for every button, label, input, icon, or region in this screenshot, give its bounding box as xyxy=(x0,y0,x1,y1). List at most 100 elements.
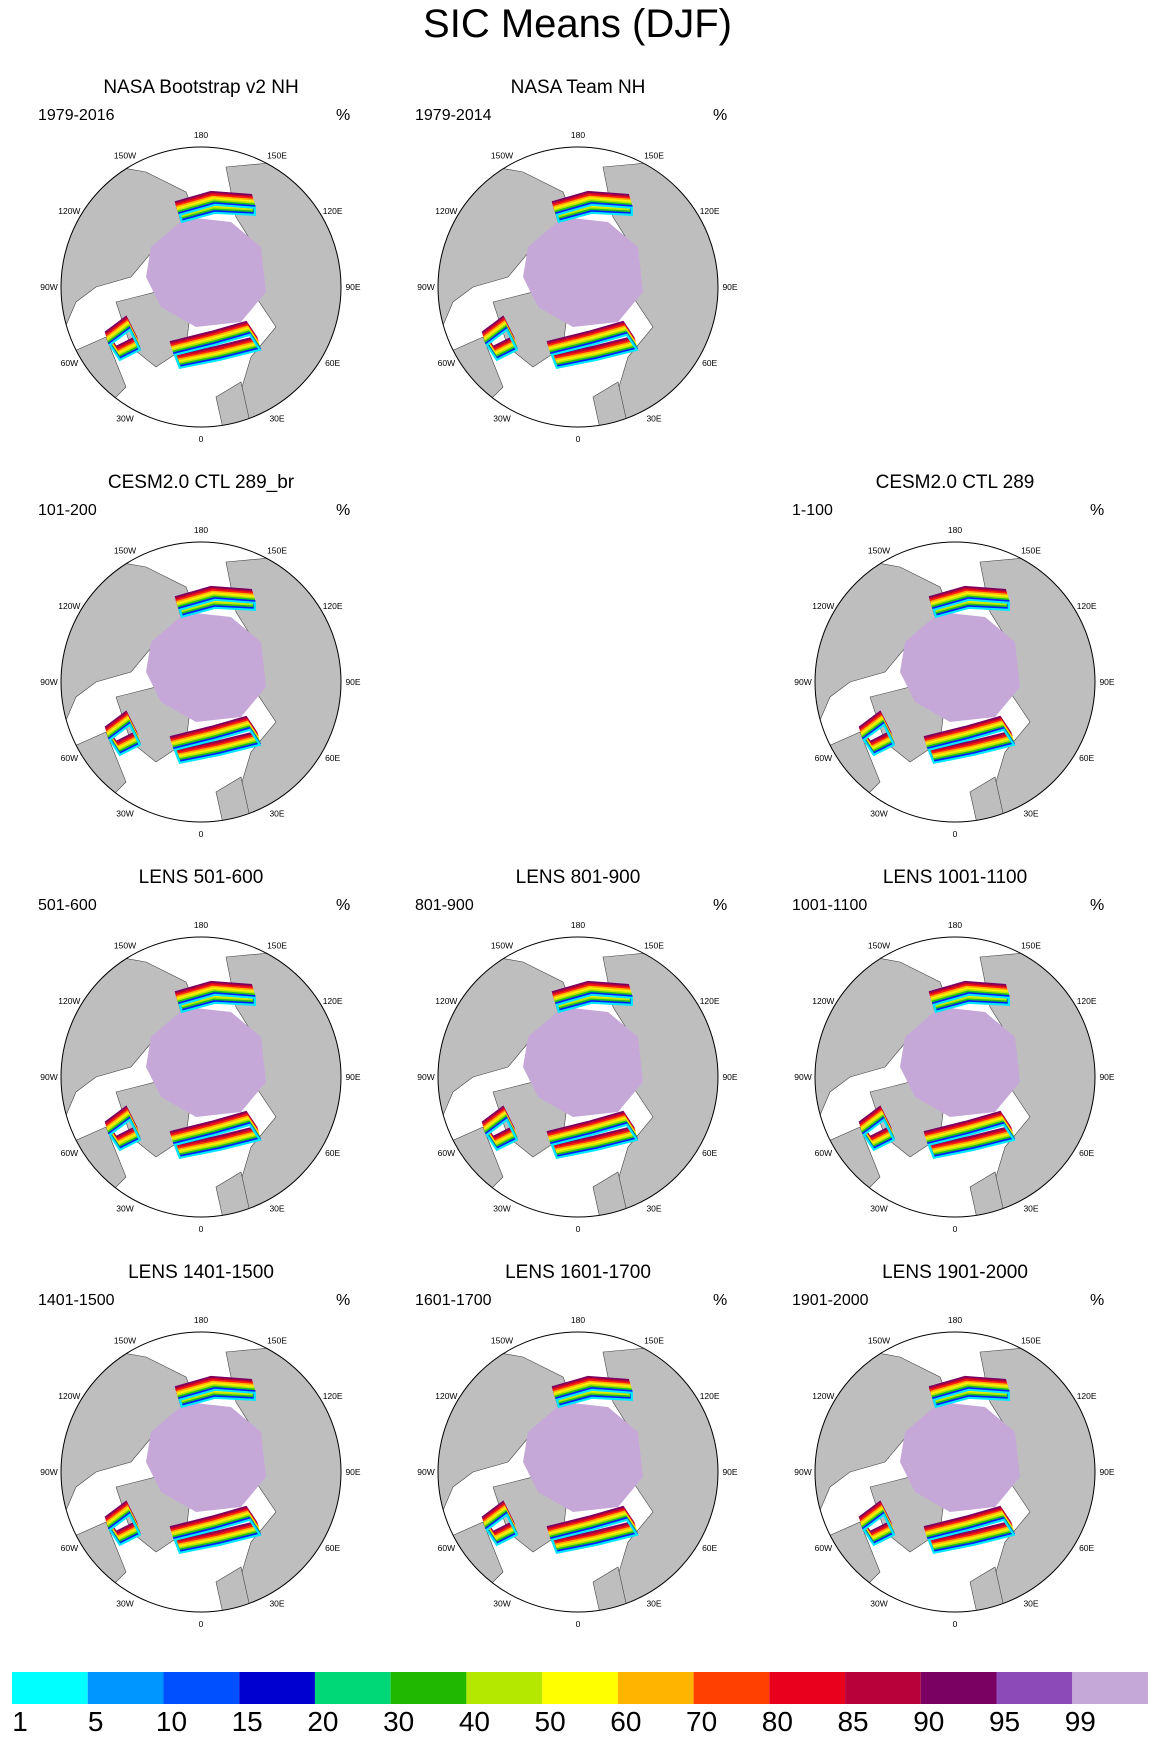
panel-period: 1901-2000 xyxy=(792,1292,869,1309)
panel-period: 1601-1700 xyxy=(415,1292,492,1309)
map-border xyxy=(437,146,719,428)
lon-label: 90W xyxy=(794,1072,811,1082)
ice-edge-band xyxy=(108,723,142,757)
land xyxy=(61,946,197,1128)
lon-label: 90W xyxy=(40,677,57,687)
lon-label: 60E xyxy=(1079,1543,1094,1553)
sea-ice-core xyxy=(146,1007,266,1117)
panel-unit: % xyxy=(1090,1292,1105,1309)
lon-label: 120W xyxy=(435,206,457,216)
land xyxy=(969,776,1006,822)
colorbar-label: 85 xyxy=(837,1706,869,1737)
lon-label: 30W xyxy=(116,414,133,424)
lon-label: 150W xyxy=(491,1335,513,1345)
lon-label: 120E xyxy=(700,996,720,1006)
lon-label: 90E xyxy=(1099,1467,1114,1477)
colorbar-label: 50 xyxy=(534,1706,566,1737)
sea-ice-core xyxy=(900,612,1020,722)
lon-label: 150E xyxy=(644,940,664,950)
map-border xyxy=(814,936,1096,1218)
lon-label: 180 xyxy=(571,920,585,930)
sea-ice-core xyxy=(146,217,266,327)
colorbar-swatch xyxy=(1072,1672,1148,1704)
ice-edge-band xyxy=(108,328,142,362)
lon-label: 30W xyxy=(493,1204,510,1214)
lon-label: 150E xyxy=(1021,545,1041,555)
lon-label: 120E xyxy=(1077,601,1097,611)
lon-label: 150E xyxy=(267,150,287,160)
land xyxy=(969,1566,1006,1612)
lon-label: 30E xyxy=(646,1204,661,1214)
lon-label: 180 xyxy=(194,920,208,930)
colorbar-swatch xyxy=(466,1672,543,1704)
colorbar-label: 60 xyxy=(610,1706,642,1737)
panel-title: CESM2.0 CTL 289_br xyxy=(107,472,295,493)
ice-edge-band xyxy=(932,598,1010,619)
colorbar-swatch xyxy=(769,1672,846,1704)
lon-label: 60E xyxy=(702,1148,717,1158)
lon-label: 0 xyxy=(953,1619,958,1629)
colorbar-label: 20 xyxy=(307,1706,339,1737)
lon-label: 90W xyxy=(417,1072,434,1082)
panel-title: CESM2.0 CTL 289 xyxy=(875,472,1035,493)
colorbar-label: 95 xyxy=(988,1706,1021,1737)
ice-edge-band xyxy=(550,1518,639,1555)
panel-period: 1979-2014 xyxy=(415,107,492,124)
land xyxy=(969,1171,1006,1217)
panel-period: 1979-2016 xyxy=(38,107,115,124)
colorbar xyxy=(12,1672,1148,1704)
lon-label: 120E xyxy=(323,1391,343,1401)
lon-label: 0 xyxy=(953,1224,958,1234)
land xyxy=(592,1566,629,1612)
lon-label: 30W xyxy=(116,1599,133,1609)
land xyxy=(215,1566,252,1612)
sea-ice-core xyxy=(146,612,266,722)
colorbar-swatch xyxy=(314,1672,391,1704)
lon-label: 30E xyxy=(269,1204,284,1214)
lon-label: 120W xyxy=(812,1391,834,1401)
lon-label: 30E xyxy=(1023,1204,1038,1214)
land xyxy=(592,1171,629,1217)
polar-map: 180 150E 120E 90E 60E 30E 0 30W 60W 90W 120W 150W xyxy=(40,130,361,444)
ice-edge-band xyxy=(485,328,519,362)
lon-label: 120E xyxy=(1077,996,1097,1006)
ice-edge-band xyxy=(932,993,1010,1014)
lon-label: 180 xyxy=(194,525,208,535)
panel-period: 501-600 xyxy=(38,897,97,914)
lon-label: 150E xyxy=(644,150,664,160)
polar-map: 180 150E 120E 90E 60E 30E 0 30W 60W 90W 120W 150W xyxy=(40,1315,361,1629)
lon-label: 60W xyxy=(61,358,78,368)
ice-edge-band xyxy=(178,993,256,1014)
lon-label: 0 xyxy=(953,829,958,839)
sea-ice-core xyxy=(900,1402,1020,1512)
ice-edge-band xyxy=(550,1123,639,1160)
colorbar-label: 10 xyxy=(155,1706,188,1737)
lon-label: 150E xyxy=(267,1335,287,1345)
panel-unit: % xyxy=(336,897,351,914)
lon-label: 60W xyxy=(438,358,455,368)
panel-period: 801-900 xyxy=(415,897,474,914)
panel-unit: % xyxy=(1090,502,1105,519)
colorbar-swatch xyxy=(617,1672,694,1704)
lon-label: 120W xyxy=(435,1391,457,1401)
panel-unit: % xyxy=(336,502,351,519)
lon-label: 90W xyxy=(40,1072,57,1082)
panel-unit: % xyxy=(336,107,351,124)
map-border xyxy=(814,1331,1096,1613)
lon-label: 90E xyxy=(1099,677,1114,687)
lon-label: 30W xyxy=(870,809,887,819)
sea-ice-core xyxy=(900,1007,1020,1117)
land xyxy=(215,381,252,427)
sea-ice-core xyxy=(523,1007,643,1117)
lon-label: 0 xyxy=(576,1224,581,1234)
ice-edge-band xyxy=(485,1513,519,1547)
lon-label: 60E xyxy=(702,358,717,368)
polar-map: 180 150E 120E 90E 60E 30E 0 30W 60W 90W 120W 150W xyxy=(417,920,738,1234)
lon-label: 60W xyxy=(438,1543,455,1553)
lon-label: 150E xyxy=(1021,940,1041,950)
lon-label: 30W xyxy=(493,414,510,424)
lon-label: 150W xyxy=(868,545,890,555)
colorbar-label: 30 xyxy=(383,1706,415,1737)
lon-label: 150E xyxy=(644,1335,664,1345)
map-border xyxy=(60,936,342,1218)
